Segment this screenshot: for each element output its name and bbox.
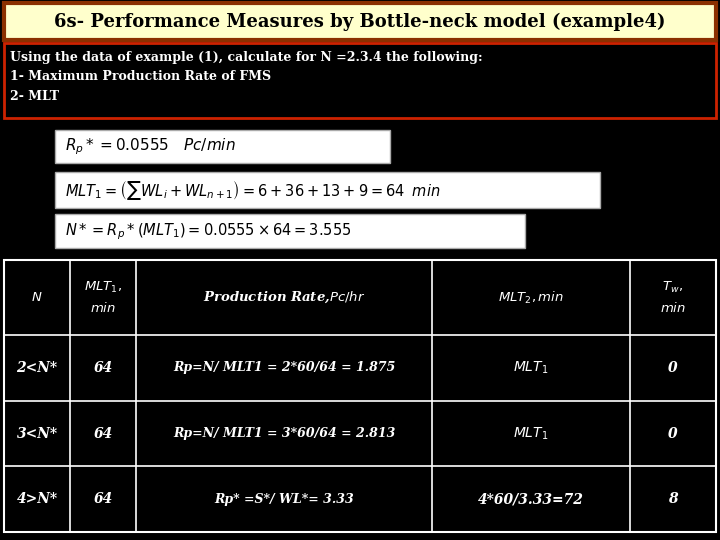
FancyBboxPatch shape — [4, 3, 716, 40]
Text: 4*60/3.33=72: 4*60/3.33=72 — [478, 492, 584, 506]
Text: 2- MLT: 2- MLT — [10, 90, 59, 103]
Text: 1- Maximum Production Rate of FMS: 1- Maximum Production Rate of FMS — [10, 70, 271, 83]
Text: Rp=N/ MLT1 = 3*60/64 = 2.813: Rp=N/ MLT1 = 3*60/64 = 2.813 — [173, 427, 395, 440]
Text: 8: 8 — [668, 492, 678, 506]
Text: 64: 64 — [94, 427, 113, 441]
Text: $N$: $N$ — [32, 291, 43, 304]
Text: $MLT_1 = \left(\sum WL_i + WL_{n+1}\right) = 6+36+13+9 = 64 \;\; min$: $MLT_1 = \left(\sum WL_i + WL_{n+1}\righ… — [65, 179, 441, 202]
Text: $MLT_1$: $MLT_1$ — [513, 426, 549, 442]
Text: 64: 64 — [94, 361, 113, 375]
Text: 2<N*: 2<N* — [17, 361, 58, 375]
FancyBboxPatch shape — [4, 43, 716, 118]
FancyBboxPatch shape — [55, 172, 600, 208]
Text: 4>N*: 4>N* — [17, 492, 58, 506]
Text: $N* = R_p * \left(MLT_1\right) = 0.0555 \times 64 = 3.555$: $N* = R_p * \left(MLT_1\right) = 0.0555 … — [65, 222, 351, 242]
Text: 6s- Performance Measures by Bottle-neck model (example4): 6s- Performance Measures by Bottle-neck … — [54, 12, 666, 31]
Text: Rp=N/ MLT1 = 2*60/64 = 1.875: Rp=N/ MLT1 = 2*60/64 = 1.875 — [173, 361, 395, 374]
Text: 0: 0 — [668, 361, 678, 375]
Text: 0: 0 — [668, 427, 678, 441]
FancyBboxPatch shape — [55, 214, 525, 248]
Text: $MLT_1,$
$min$: $MLT_1,$ $min$ — [84, 280, 122, 315]
Text: Using the data of example (1), calculate for N =2.3.4 the following:: Using the data of example (1), calculate… — [10, 51, 482, 64]
Text: Production Rate,$Pc/hr$: Production Rate,$Pc/hr$ — [203, 290, 365, 305]
Text: 3<N*: 3<N* — [17, 427, 58, 441]
Text: $MLT_2, min$: $MLT_2, min$ — [498, 289, 564, 306]
FancyBboxPatch shape — [55, 130, 390, 163]
Text: $T_w,$
$min$: $T_w,$ $min$ — [660, 280, 686, 315]
Text: $R_p* = 0.0555 \quad Pc/min$: $R_p* = 0.0555 \quad Pc/min$ — [65, 137, 235, 157]
Text: 64: 64 — [94, 492, 113, 506]
Text: Rp* =S*/ WL*= 3.33: Rp* =S*/ WL*= 3.33 — [215, 492, 354, 505]
FancyBboxPatch shape — [4, 260, 716, 532]
Text: $MLT_1$: $MLT_1$ — [513, 360, 549, 376]
